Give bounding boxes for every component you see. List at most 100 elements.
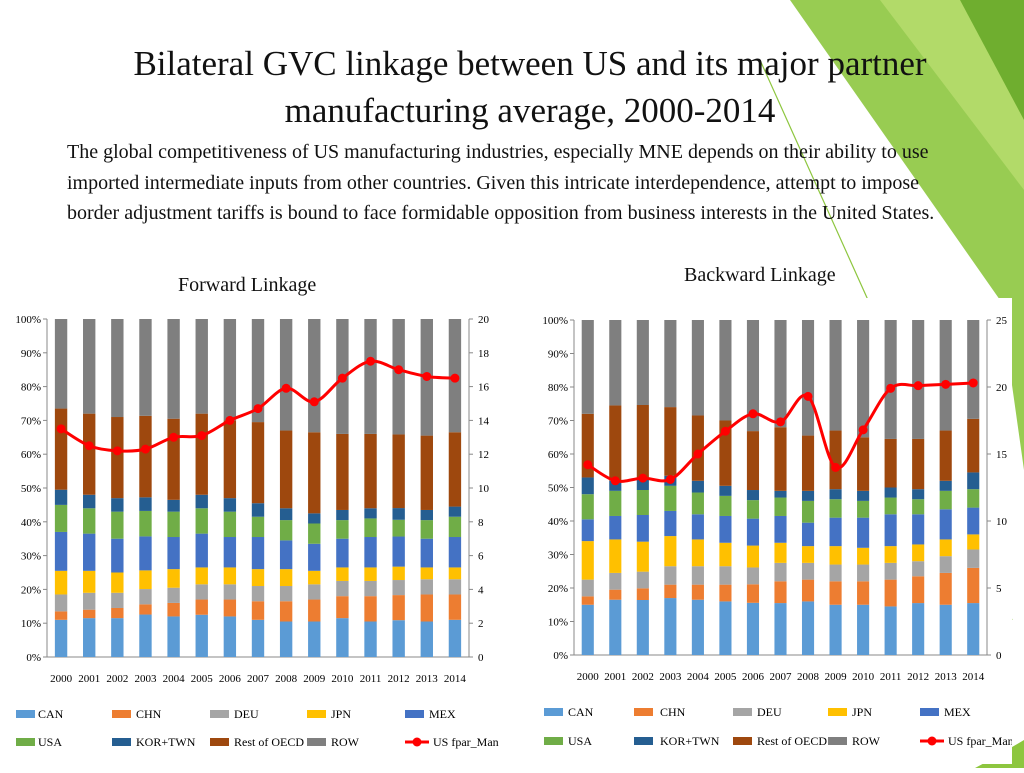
legend-label-chn: CHN bbox=[660, 705, 686, 719]
y-tick-label: 0% bbox=[26, 652, 41, 664]
x-tick-label: 2002 bbox=[106, 673, 128, 685]
x-tick-label: 2000 bbox=[577, 671, 600, 683]
y-tick-label: 40% bbox=[21, 517, 41, 529]
bar-segment-chn bbox=[420, 594, 433, 622]
bar-segment-deu bbox=[912, 561, 925, 577]
bar-segment-can bbox=[279, 621, 293, 657]
bar-segment-usa bbox=[939, 490, 952, 510]
bar-segment-jpn bbox=[609, 539, 622, 573]
bar-segment-mex bbox=[912, 514, 925, 545]
legend-swatch-deu bbox=[210, 710, 229, 718]
x-tick-label: 2008 bbox=[275, 673, 298, 685]
bar-segment-row bbox=[691, 320, 704, 416]
bar-segment-row bbox=[912, 320, 925, 439]
bar-segment-row bbox=[83, 319, 96, 414]
y-tick-label: 30% bbox=[548, 550, 568, 562]
x-tick-label: 2007 bbox=[247, 673, 270, 685]
legend-label-deu: DEU bbox=[234, 707, 259, 721]
legend-label-rest-of-oecd: Rest of OECD bbox=[757, 734, 827, 748]
bar-segment-jpn bbox=[279, 569, 293, 587]
us-fpar-man-point bbox=[112, 446, 122, 456]
bar-segment-mex bbox=[195, 533, 208, 568]
bar-segment-rest-of-oecd bbox=[746, 431, 760, 491]
bar-segment-deu bbox=[336, 580, 349, 597]
bar-segment-deu bbox=[664, 566, 677, 585]
bar-segment-usa bbox=[664, 485, 677, 511]
bar-segment-deu bbox=[774, 562, 787, 582]
bar-segment-deu bbox=[967, 549, 980, 568]
bar-segment-row bbox=[774, 320, 787, 428]
bar-segment-jpn bbox=[664, 536, 677, 567]
bar-segment-mex bbox=[691, 514, 704, 540]
bar-segment-jpn bbox=[195, 567, 208, 585]
legend-swatch-usa bbox=[16, 738, 35, 746]
bar-segment-rest-of-oecd bbox=[774, 427, 787, 491]
bar-segment-deu bbox=[719, 566, 732, 585]
us-fpar-man-point bbox=[225, 415, 235, 425]
bar-segment-row bbox=[581, 320, 594, 414]
bar-segment-jpn bbox=[392, 566, 405, 581]
bar-segment-deu bbox=[392, 580, 405, 596]
bar-segment-jpn bbox=[939, 539, 952, 557]
bar-segment-can bbox=[392, 620, 405, 657]
forward-linkage-chart-panel: 0% 10% 20% 30% 40% 50% 60% 70% 80% 90% 100% 0 2 4 6 8 10… bbox=[0, 298, 512, 768]
bar-segment-row bbox=[636, 320, 649, 405]
y-tick-label: 20% bbox=[21, 584, 41, 596]
us-fpar-man-point bbox=[693, 449, 703, 459]
x-tick-label: 2000 bbox=[50, 673, 73, 685]
y2-tick-label: 2 bbox=[478, 618, 484, 630]
legend-label-kor-twn: KOR+TWN bbox=[136, 735, 196, 749]
bar-segment-chn bbox=[279, 601, 293, 622]
us-fpar-man-point bbox=[140, 444, 150, 454]
bar-segment-jpn bbox=[636, 541, 649, 572]
bar-segment-mex bbox=[167, 537, 180, 570]
bar-segment-kor-twn bbox=[83, 494, 96, 509]
y2-tick-label: 20 bbox=[478, 314, 490, 326]
bar-segment-can bbox=[719, 601, 732, 655]
bar-segment-row bbox=[308, 319, 321, 433]
bar-segment-can bbox=[829, 604, 842, 655]
y-tick-label: 10% bbox=[21, 618, 41, 630]
bar-segment-jpn bbox=[829, 546, 842, 565]
legend-swatch-jpn bbox=[307, 710, 326, 718]
us-fpar-man-point bbox=[583, 460, 593, 470]
bar-segment-deu bbox=[54, 594, 68, 612]
y-tick-label: 100% bbox=[542, 315, 568, 327]
y2-tick-label: 4 bbox=[478, 584, 484, 596]
x-tick-label: 2011 bbox=[360, 673, 382, 685]
x-tick-label: 2012 bbox=[907, 671, 929, 683]
y-tick-label: 40% bbox=[548, 516, 568, 528]
bar-segment-chn bbox=[884, 579, 897, 607]
bar-segment-usa bbox=[139, 510, 152, 537]
legend-swatch-rest-of-oecd bbox=[733, 737, 752, 745]
us-fpar-man-point bbox=[858, 425, 868, 435]
us-fpar-man-point bbox=[913, 381, 923, 391]
bar-segment-can bbox=[420, 621, 433, 657]
legend-label-jpn: JPN bbox=[331, 707, 351, 721]
bar-segment-rest-of-oecd bbox=[111, 417, 124, 499]
us-fpar-man-point bbox=[610, 476, 620, 486]
y-tick-label: 20% bbox=[548, 583, 568, 595]
bar-segment-kor-twn bbox=[139, 497, 152, 511]
backward-linkage-chart: 0% 10% 20% 30% 40% 50% 60% 70% 80% 90% 100% 0 5 10 15 2… bbox=[542, 315, 1013, 748]
bar-segment-deu bbox=[167, 587, 180, 603]
legend-label-jpn: JPN bbox=[852, 705, 872, 719]
bar-segment-jpn bbox=[857, 547, 870, 565]
bar-segment-mex bbox=[664, 510, 677, 537]
us-fpar-man-point bbox=[776, 417, 785, 427]
y-tick-label: 30% bbox=[21, 551, 41, 563]
us-fpar-man-point bbox=[720, 426, 730, 436]
bar-segment-jpn bbox=[54, 570, 68, 595]
bar-segment-usa bbox=[448, 516, 462, 538]
legend-swatch-mex bbox=[920, 708, 939, 716]
bar-segment-jpn bbox=[691, 539, 704, 567]
bar-segment-jpn bbox=[336, 567, 349, 581]
bar-segment-usa bbox=[167, 511, 180, 538]
bar-segment-kor-twn bbox=[420, 509, 433, 521]
bar-segment-mex bbox=[392, 536, 405, 567]
bar-segment-chn bbox=[857, 581, 870, 605]
y-tick-label: 50% bbox=[21, 483, 41, 495]
y2-tick-label: 10 bbox=[478, 483, 490, 495]
x-tick-label: 2009 bbox=[825, 671, 848, 683]
bar-segment-usa bbox=[223, 511, 237, 538]
